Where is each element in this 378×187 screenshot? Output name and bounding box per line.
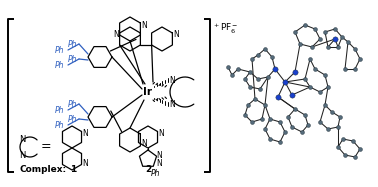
Text: Ph: Ph bbox=[68, 54, 78, 64]
Text: N: N bbox=[173, 30, 179, 39]
Text: Ph: Ph bbox=[68, 114, 78, 123]
Text: N: N bbox=[141, 140, 147, 148]
Text: N: N bbox=[156, 159, 162, 168]
Text: N: N bbox=[141, 21, 147, 30]
Text: Ph: Ph bbox=[55, 45, 65, 54]
Text: Ph: Ph bbox=[55, 61, 65, 70]
Text: 1: 1 bbox=[70, 165, 76, 174]
Text: N: N bbox=[169, 76, 175, 85]
Text: N: N bbox=[82, 128, 88, 137]
Text: Ph: Ph bbox=[68, 39, 78, 48]
Text: Complex:: Complex: bbox=[20, 165, 67, 174]
Text: Ir: Ir bbox=[144, 87, 152, 97]
Text: Ph: Ph bbox=[151, 168, 161, 177]
Text: N: N bbox=[82, 159, 88, 168]
Text: =: = bbox=[41, 140, 51, 154]
Text: N: N bbox=[156, 151, 162, 160]
Text: N: N bbox=[158, 128, 164, 137]
Text: N: N bbox=[19, 134, 25, 143]
Text: Ph: Ph bbox=[55, 120, 65, 130]
Text: 2: 2 bbox=[145, 165, 151, 174]
Text: $^+$PF$_6^-$: $^+$PF$_6^-$ bbox=[212, 22, 239, 36]
Text: N: N bbox=[113, 30, 119, 39]
Text: Ph: Ph bbox=[68, 99, 78, 108]
Text: N: N bbox=[169, 99, 175, 108]
Text: N: N bbox=[19, 151, 25, 160]
Text: Ph: Ph bbox=[55, 105, 65, 114]
